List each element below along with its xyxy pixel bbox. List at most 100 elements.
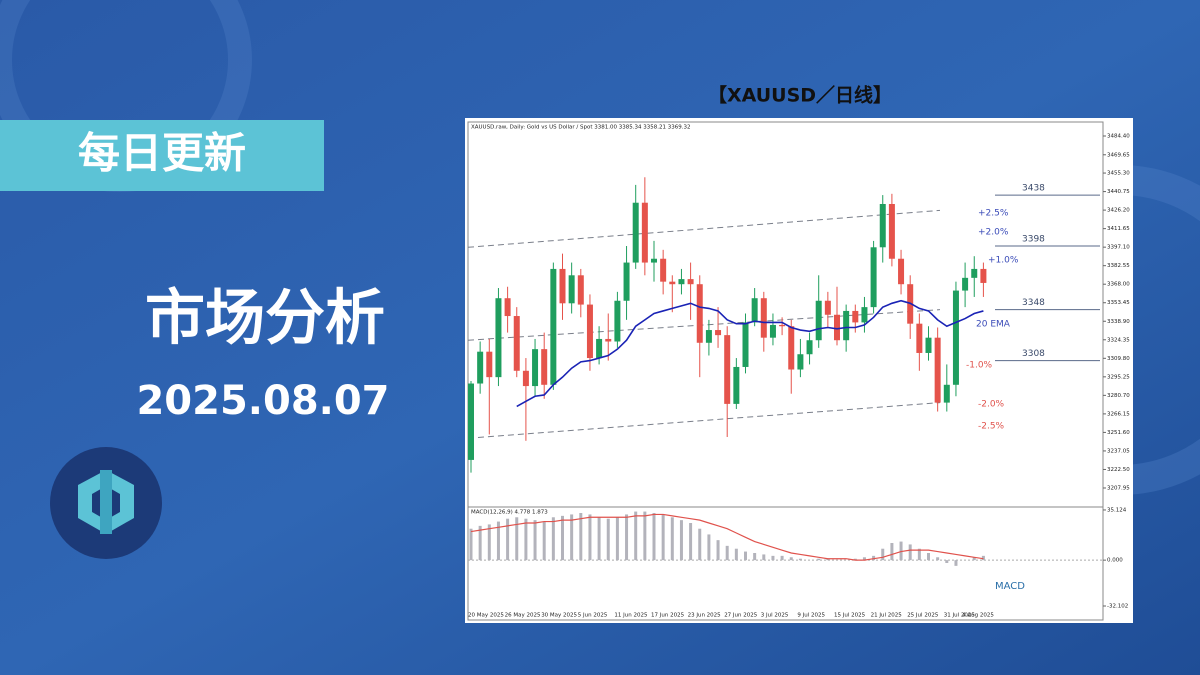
- macd-bar: [927, 553, 930, 561]
- macd-bar: [890, 543, 894, 561]
- band-label: +1.0%: [988, 256, 1019, 266]
- candle-body: [861, 307, 868, 323]
- macd-bar: [496, 521, 500, 561]
- candle-body: [733, 366, 740, 404]
- candle-body: [879, 203, 886, 248]
- x-tick-label: 11 Jun 2025: [614, 613, 648, 619]
- candle-body: [724, 335, 731, 404]
- candle-body: [788, 326, 795, 370]
- macd-bar: [899, 541, 903, 561]
- candle-body: [916, 323, 923, 353]
- candle-body: [715, 330, 722, 336]
- x-tick-label: 25 Jul 2025: [907, 613, 939, 619]
- band-label: -1.0%: [966, 361, 993, 371]
- y-tick-label: 3353.45: [1107, 300, 1130, 306]
- candle-body: [834, 314, 840, 341]
- y-tick-label: 3280.70: [1107, 393, 1130, 399]
- macd-bar: [515, 517, 519, 561]
- candle-body: [843, 310, 850, 341]
- macd-bar: [506, 518, 510, 561]
- candle-body: [742, 322, 749, 367]
- y-tick-label: 3440.75: [1107, 189, 1130, 195]
- candle-body: [870, 247, 877, 308]
- trendline: [467, 209, 941, 248]
- x-tick-label: 27 Jun 2025: [724, 613, 758, 619]
- macd-bar: [579, 513, 583, 561]
- macd-bar: [679, 520, 683, 561]
- candle-body: [888, 203, 895, 259]
- level-label: 3438: [1022, 184, 1045, 194]
- candle-body: [669, 281, 676, 285]
- macd-bar: [789, 557, 793, 561]
- candle-body: [577, 275, 584, 305]
- x-tick-label: 15 Jul 2025: [834, 613, 866, 619]
- candle-body: [934, 337, 941, 403]
- candle-body: [641, 202, 648, 263]
- x-tick-label: 20 May 2025: [468, 613, 504, 619]
- candle-body: [925, 337, 932, 353]
- candle-body: [815, 300, 822, 341]
- macd-bar: [606, 518, 610, 561]
- y-tick-label: 3382.55: [1107, 263, 1130, 269]
- y-tick-label: 3222.50: [1107, 467, 1130, 473]
- trendline: [467, 402, 941, 439]
- x-tick-label: 21 Jul 2025: [871, 613, 903, 619]
- macd-header: MACD(12,26,9) 4.778 1.873: [471, 510, 548, 516]
- candle-body: [568, 275, 575, 304]
- candle-body: [806, 340, 813, 355]
- macd-bar: [597, 517, 601, 561]
- trendline: [467, 309, 941, 341]
- macd-bar: [972, 557, 976, 561]
- macd-bar: [634, 511, 638, 561]
- macd-bar: [762, 554, 766, 561]
- macd-bar: [826, 558, 830, 561]
- macd-bar: [551, 517, 555, 561]
- band-label: +2.5%: [978, 209, 1009, 219]
- candle-body: [623, 262, 630, 301]
- candle-body: [486, 351, 493, 378]
- band-label: -2.5%: [978, 422, 1005, 432]
- candle-body: [678, 279, 685, 285]
- ema-line: [516, 299, 984, 408]
- macd-bar: [945, 560, 949, 563]
- macd-label: MACD: [995, 581, 1025, 592]
- y-tick-label: 3251.60: [1107, 430, 1130, 436]
- macd-bar: [936, 557, 940, 561]
- candle-body: [532, 349, 539, 387]
- tag: 每日更新: [78, 129, 246, 178]
- x-tick-label: 26 May 2025: [505, 613, 541, 619]
- ema-label: 20 EMA: [976, 320, 1011, 330]
- macd-bar: [771, 555, 775, 561]
- macd-bar: [817, 558, 821, 561]
- y-tick-label: 3237.05: [1107, 448, 1130, 454]
- y-tick-label: 3411.65: [1107, 226, 1130, 232]
- macd-bar: [615, 517, 619, 561]
- candle-body: [468, 383, 474, 460]
- y-tick-label: 3368.00: [1107, 282, 1130, 288]
- candle-body: [522, 370, 529, 387]
- macd-bar: [753, 553, 757, 561]
- band-label: -2.0%: [978, 400, 1005, 410]
- macd-bar: [716, 540, 720, 561]
- candle-body: [705, 330, 712, 343]
- macd-bar: [872, 555, 876, 561]
- y-tick-label: 3266.15: [1107, 411, 1130, 417]
- macd-bar: [625, 514, 629, 561]
- macd-bar: [689, 523, 693, 561]
- candle-body: [660, 258, 667, 282]
- candle-body: [550, 268, 557, 385]
- candle-body: [614, 300, 621, 342]
- logo: [50, 447, 162, 559]
- y-tick-label: 3324.35: [1107, 337, 1130, 343]
- y-tick-label: 3484.40: [1107, 134, 1130, 140]
- candle-body: [943, 384, 950, 403]
- candle-body: [596, 338, 603, 359]
- x-tick-label: 9 Jul 2025: [797, 613, 825, 619]
- level-label: 3348: [1022, 298, 1045, 308]
- y-tick-label: 3397.10: [1107, 245, 1130, 251]
- macd-bar: [954, 560, 958, 566]
- candle-body: [962, 277, 969, 291]
- chart-header: XAUUSD.raw, Daily: Gold vs US Dollar / S…: [471, 125, 690, 131]
- y-tick-label: 3338.90: [1107, 319, 1130, 325]
